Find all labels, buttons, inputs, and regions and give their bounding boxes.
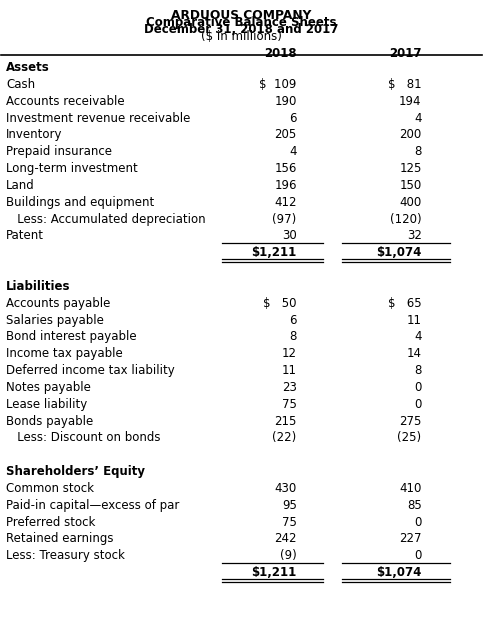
- Text: 196: 196: [274, 179, 297, 192]
- Text: 32: 32: [407, 230, 422, 242]
- Text: 75: 75: [282, 516, 297, 529]
- Text: 75: 75: [282, 398, 297, 411]
- Text: Deferred income tax liability: Deferred income tax liability: [6, 364, 175, 377]
- Text: 190: 190: [274, 95, 297, 108]
- Text: Common stock: Common stock: [6, 482, 94, 495]
- Text: 0: 0: [414, 398, 422, 411]
- Text: 227: 227: [399, 533, 422, 545]
- Text: (97): (97): [272, 213, 297, 226]
- Text: $1,074: $1,074: [376, 566, 422, 579]
- Text: (9): (9): [280, 550, 297, 562]
- Text: $1,211: $1,211: [252, 246, 297, 259]
- Text: Lease liability: Lease liability: [6, 398, 87, 411]
- Text: 8: 8: [414, 364, 422, 377]
- Text: Less: Discount on bonds: Less: Discount on bonds: [6, 432, 161, 444]
- Text: 194: 194: [399, 95, 422, 108]
- Text: 4: 4: [289, 145, 297, 158]
- Text: (120): (120): [390, 213, 422, 226]
- Text: Long-term investment: Long-term investment: [6, 162, 138, 175]
- Text: 150: 150: [399, 179, 422, 192]
- Text: Inventory: Inventory: [6, 129, 63, 141]
- Text: 4: 4: [414, 331, 422, 343]
- Text: Investment revenue receivable: Investment revenue receivable: [6, 112, 191, 124]
- Text: 200: 200: [399, 129, 422, 141]
- Text: Less: Treasury stock: Less: Treasury stock: [6, 550, 125, 562]
- Text: Liabilities: Liabilities: [6, 280, 71, 293]
- Text: $   65: $ 65: [388, 297, 422, 310]
- Text: ($ in millions): ($ in millions): [201, 30, 282, 43]
- Text: 156: 156: [274, 162, 297, 175]
- Text: Accounts payable: Accounts payable: [6, 297, 111, 310]
- Text: ARDUOUS COMPANY: ARDUOUS COMPANY: [171, 9, 312, 22]
- Text: 0: 0: [414, 550, 422, 562]
- Text: (22): (22): [272, 432, 297, 444]
- Text: 6: 6: [289, 112, 297, 124]
- Text: $   50: $ 50: [263, 297, 297, 310]
- Text: Retained earnings: Retained earnings: [6, 533, 114, 545]
- Text: Land: Land: [6, 179, 35, 192]
- Text: Accounts receivable: Accounts receivable: [6, 95, 125, 108]
- Text: Bond interest payable: Bond interest payable: [6, 331, 137, 343]
- Text: 6: 6: [289, 314, 297, 327]
- Text: December 31, 2018 and 2017: December 31, 2018 and 2017: [144, 23, 339, 36]
- Text: 0: 0: [414, 516, 422, 529]
- Text: (25): (25): [398, 432, 422, 444]
- Text: Bonds payable: Bonds payable: [6, 415, 93, 428]
- Text: Prepaid insurance: Prepaid insurance: [6, 145, 112, 158]
- Text: $  109: $ 109: [259, 78, 297, 91]
- Text: 30: 30: [282, 230, 297, 242]
- Text: 400: 400: [399, 196, 422, 209]
- Text: Shareholders’ Equity: Shareholders’ Equity: [6, 465, 145, 478]
- Text: 430: 430: [274, 482, 297, 495]
- Text: 12: 12: [282, 347, 297, 360]
- Text: Patent: Patent: [6, 230, 44, 242]
- Text: Salaries payable: Salaries payable: [6, 314, 104, 327]
- Text: 410: 410: [399, 482, 422, 495]
- Text: 215: 215: [274, 415, 297, 428]
- Text: 8: 8: [289, 331, 297, 343]
- Text: 23: 23: [282, 381, 297, 394]
- Text: 125: 125: [399, 162, 422, 175]
- Text: Preferred stock: Preferred stock: [6, 516, 96, 529]
- Text: Less: Accumulated depreciation: Less: Accumulated depreciation: [6, 213, 206, 226]
- Text: $1,211: $1,211: [252, 566, 297, 579]
- Text: $1,074: $1,074: [376, 246, 422, 259]
- Text: 2017: 2017: [389, 47, 422, 59]
- Text: 242: 242: [274, 533, 297, 545]
- Text: 4: 4: [414, 112, 422, 124]
- Text: 205: 205: [274, 129, 297, 141]
- Text: $   81: $ 81: [388, 78, 422, 91]
- Text: Income tax payable: Income tax payable: [6, 347, 123, 360]
- Text: 11: 11: [407, 314, 422, 327]
- Text: 11: 11: [282, 364, 297, 377]
- Text: Comparative Balance Sheets: Comparative Balance Sheets: [146, 16, 337, 29]
- Text: Paid-in capital—excess of par: Paid-in capital—excess of par: [6, 499, 180, 512]
- Text: Buildings and equipment: Buildings and equipment: [6, 196, 155, 209]
- Text: 275: 275: [399, 415, 422, 428]
- Text: Assets: Assets: [6, 61, 50, 74]
- Text: 412: 412: [274, 196, 297, 209]
- Text: 85: 85: [407, 499, 422, 512]
- Text: 0: 0: [414, 381, 422, 394]
- Text: Cash: Cash: [6, 78, 35, 91]
- Text: Notes payable: Notes payable: [6, 381, 91, 394]
- Text: 95: 95: [282, 499, 297, 512]
- Text: 8: 8: [414, 145, 422, 158]
- Text: 14: 14: [407, 347, 422, 360]
- Text: 2018: 2018: [264, 47, 297, 59]
